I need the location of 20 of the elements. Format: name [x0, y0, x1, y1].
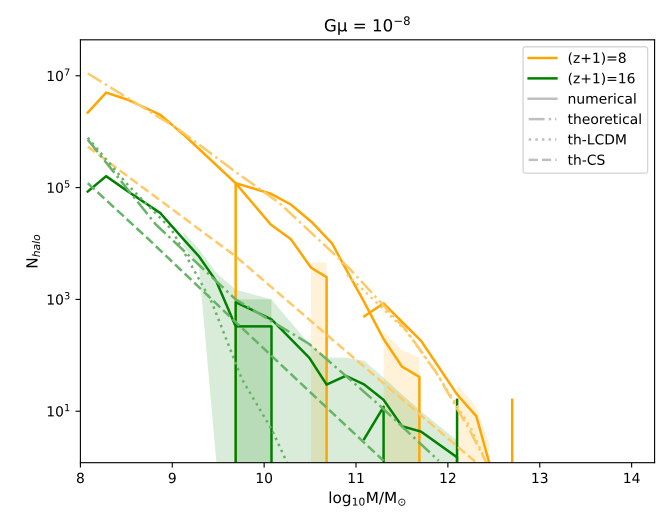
- chart-title: Gμ = 10$^{−8}$: [324, 16, 410, 35]
- legend-label: theoretical: [568, 113, 641, 124]
- x-tick-label: 12: [440, 472, 456, 483]
- x-tick-label: 11: [348, 472, 364, 483]
- x-axis-title: log$_{10}$M/M$_{⊙}$: [330, 491, 406, 506]
- legend-label: th-LCDM: [568, 134, 626, 145]
- y-tick-label: 10$^{3}$: [48, 292, 70, 305]
- x-tick-label: 8: [76, 472, 84, 484]
- y-tick-label: 10$^{5}$: [48, 180, 70, 193]
- y-tick-label: 10$^{7}$: [48, 68, 70, 82]
- legend-label: (z+1)=8: [568, 52, 626, 65]
- legend-label: th-CS: [568, 154, 605, 165]
- x-tick-label: 10: [256, 472, 272, 484]
- y-tick-label: 10$^{1}$: [48, 404, 70, 417]
- x-tick-label: 13: [532, 472, 548, 484]
- x-tick-label: 14: [624, 472, 640, 483]
- x-tick-label: 9: [168, 472, 176, 484]
- legend-label: (z+1)=16: [568, 72, 635, 86]
- legend-label: numerical: [568, 93, 636, 104]
- y-axis-title: N$_{halo}$: [26, 234, 40, 268]
